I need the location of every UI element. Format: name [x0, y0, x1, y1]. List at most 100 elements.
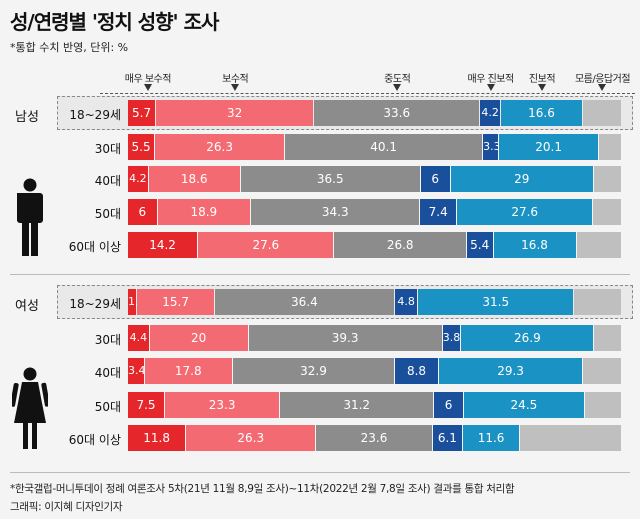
row-label: 30대	[94, 333, 121, 347]
bar-segment: 7.5	[128, 392, 165, 418]
row-label: 60대 이상	[68, 433, 121, 447]
bar-segment: 6	[434, 392, 463, 418]
gender-divider	[10, 274, 630, 275]
legend-label: 진보적	[528, 74, 556, 85]
data-label: 7.5	[136, 398, 156, 412]
bar-segment: 5.7	[128, 100, 156, 126]
data-label: 8.8	[406, 364, 427, 378]
bar-segment: 3.3	[483, 134, 501, 160]
data-label: 26.9	[514, 331, 541, 345]
legend-guide-line	[100, 93, 635, 94]
bar-segment	[594, 325, 621, 351]
legend-arrow-icon	[143, 84, 152, 91]
bar-segment: 1.9	[128, 289, 146, 315]
data-label: 31.5	[482, 295, 510, 309]
bar-segment: 5.4	[466, 232, 493, 258]
bar-segment: 26.3	[186, 425, 316, 451]
data-label: 11.6	[477, 431, 505, 445]
bar-segment: 32.9	[232, 358, 395, 384]
data-label: 5.7	[132, 106, 152, 120]
bar-segment	[584, 392, 621, 418]
bar-segment: 24.5	[463, 392, 584, 418]
data-label: 3.4	[128, 364, 146, 377]
bar-segment: 26.3	[155, 134, 285, 160]
bar-segment	[582, 100, 621, 126]
bar-segment: 4.4	[128, 325, 149, 351]
row-label: 40대	[94, 366, 121, 380]
bar-segment: 16.6	[500, 100, 582, 126]
bar-segment	[583, 358, 621, 384]
legend-arrow-icon	[537, 84, 546, 91]
bar-segment: 14.2	[128, 232, 198, 258]
data-label: 5.5	[131, 140, 151, 154]
female-figure-icon	[10, 367, 50, 453]
bar-segment: 4.2	[128, 166, 148, 192]
legend-label: 중도적	[384, 74, 411, 85]
data-label: 6	[138, 205, 147, 219]
data-label: 4.4	[129, 331, 148, 344]
bar-segment: 32	[156, 100, 314, 126]
bar-segment: 23.3	[165, 392, 280, 418]
male-figure-icon	[14, 178, 46, 260]
data-label: 32	[227, 106, 243, 120]
bar-segment: 7.4	[420, 199, 456, 225]
legend-arrow-icon	[231, 84, 240, 91]
legend-arrow-icon	[486, 84, 495, 91]
legend-label: 보수적	[222, 74, 249, 85]
row-label: 18~29세	[69, 297, 121, 311]
graphic-credit: 그래픽: 이지혜 디자인기자	[10, 501, 123, 513]
gender-label: 여성	[15, 299, 39, 314]
data-label: 4.2	[129, 172, 147, 185]
data-label: 26.3	[206, 140, 233, 154]
bar-segment	[598, 134, 621, 160]
bar-segment: 6	[420, 166, 450, 192]
data-label: 26.3	[237, 431, 265, 445]
legend-arrow-icon	[393, 84, 402, 91]
bar-segment: 29	[450, 166, 593, 192]
data-label: 4.2	[481, 106, 499, 119]
bar-segment: 11.8	[128, 425, 186, 451]
data-label: 5.4	[470, 238, 490, 252]
data-label: 36.4	[290, 295, 318, 309]
bar-segment: 5.5	[128, 134, 155, 160]
data-label: 15.7	[162, 295, 189, 309]
data-label: 33.6	[383, 106, 411, 120]
row-label: 18~29세	[69, 108, 121, 122]
bar-segment: 6.1	[432, 425, 462, 451]
data-label: 18.9	[190, 205, 218, 219]
row-label: 50대	[94, 207, 121, 221]
bar-segment: 27.6	[457, 199, 593, 225]
bar-segment: 31.5	[418, 289, 574, 315]
data-label: 20.1	[535, 140, 562, 154]
legend-arrow-icon	[598, 84, 607, 91]
data-label: 6	[444, 398, 453, 412]
data-label: 26.8	[386, 238, 414, 252]
data-label: 18.6	[180, 172, 208, 186]
data-label: 24.5	[510, 398, 538, 412]
bar-segment: 33.6	[314, 100, 480, 126]
data-label: 27.6	[511, 205, 539, 219]
legend-label: 모름/응답거절	[574, 74, 631, 85]
row-label: 60대 이상	[68, 240, 121, 254]
bar-segment: 18.9	[157, 199, 250, 225]
bar-segment: 31.2	[280, 392, 434, 418]
bar-segment: 16.8	[493, 232, 576, 258]
data-label: 6	[431, 172, 440, 186]
bar-segment: 17.8	[144, 358, 232, 384]
data-label: 14.2	[149, 238, 176, 252]
data-label: 39.3	[331, 331, 359, 345]
bar-segment	[576, 232, 621, 258]
data-label: 16.8	[521, 238, 548, 252]
data-label: 16.6	[528, 106, 555, 120]
bar-segment: 27.6	[198, 232, 334, 258]
bar-segment: 15.7	[137, 289, 214, 315]
data-label: 32.9	[300, 364, 327, 378]
bar-segment: 39.3	[248, 325, 442, 351]
data-label: 4.8	[397, 295, 415, 308]
footnote: *한국갤럽-머니투데이 정례 여론조사 5차(21년 11월 8,9일 조사)~…	[10, 483, 515, 495]
row-label: 40대	[94, 174, 121, 188]
bar-segment: 3.4	[128, 358, 146, 384]
bar-segment: 4.2	[480, 100, 500, 126]
data-label: 34.3	[321, 205, 349, 219]
bar-segment: 23.6	[316, 425, 432, 451]
